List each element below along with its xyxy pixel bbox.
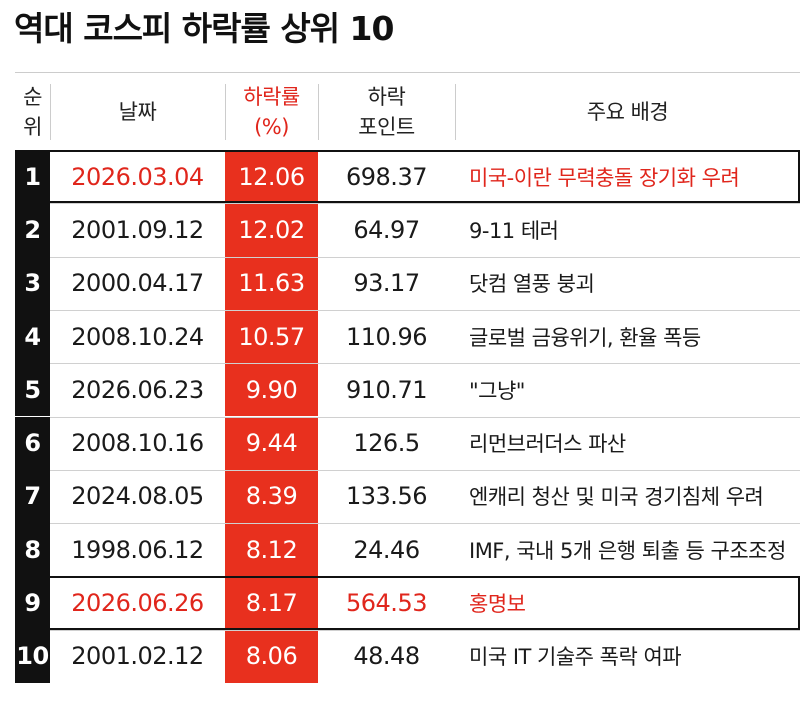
rank-cell: 5: [15, 363, 50, 417]
date-cell: 2000.04.17: [71, 269, 204, 298]
rate-cell: 12.02: [225, 203, 318, 257]
row-rule: [50, 469, 800, 471]
rank-cell: 2: [15, 203, 50, 257]
header-text: 날짜: [118, 100, 157, 124]
row-rule: [50, 416, 800, 418]
rank-cell: 3: [15, 256, 50, 310]
header-cell: 주요 배경: [455, 76, 800, 148]
header-cell: 하락률 (%): [225, 76, 318, 148]
rank-cell: 4: [15, 309, 50, 364]
points-cell: 564.53: [346, 589, 427, 618]
rate-cell: 8.39: [225, 469, 318, 524]
points-cell: 698.37: [346, 162, 427, 191]
title: 역대 코스피 하락률 상위 10: [14, 9, 394, 48]
date-cell: 2008.10.16: [71, 429, 204, 458]
header-divider: [50, 84, 51, 140]
rate-cell: 10.57: [225, 309, 318, 364]
rate-cell: 12.06: [225, 150, 318, 204]
row-rule: [50, 363, 800, 365]
reason-cell: 미국-이란 무력충돌 장기화 우려: [469, 165, 740, 190]
header-text: 주요 배경: [586, 100, 669, 124]
date-cell: 2026.03.04: [71, 162, 204, 191]
points-cell: 910.71: [346, 375, 427, 404]
rate-cell: 8.12: [225, 523, 318, 577]
rank-cell: 7: [15, 469, 50, 524]
date-cell: 2026.06.26: [71, 589, 204, 618]
rate-cell: 9.90: [225, 363, 318, 417]
date-cell: 1998.06.12: [71, 535, 204, 564]
points-cell: 48.48: [353, 642, 420, 671]
rate-cell: 8.17: [225, 576, 318, 630]
date-cell: 2001.09.12: [71, 215, 204, 244]
header-divider: [318, 84, 319, 140]
reason-cell: 글로벌 금융위기, 환율 폭등: [469, 325, 701, 350]
rank-cell: 10: [15, 629, 50, 683]
header-text: (%): [254, 115, 289, 139]
reason-cell: 닷컴 열풍 붕괴: [469, 272, 595, 297]
row-rule: [50, 256, 800, 258]
points-cell: 110.96: [346, 322, 427, 351]
reason-cell: 리먼브러더스 파산: [469, 432, 626, 457]
highlight-box: [15, 576, 800, 630]
header-cell: 날짜: [50, 76, 225, 148]
highlight-box: [15, 150, 800, 204]
points-cell: 24.46: [353, 535, 420, 564]
date-cell: 2008.10.24: [71, 322, 204, 351]
reason-cell: IMF, 국내 5개 은행 퇴출 등 구조조정: [469, 538, 786, 563]
rate-cell: 8.06: [225, 629, 318, 683]
points-cell: 133.56: [346, 482, 427, 511]
header-rule: [15, 72, 800, 73]
date-cell: 2026.06.23: [71, 375, 204, 404]
reason-cell: 엔캐리 청산 및 미국 경기침체 우려: [469, 485, 764, 510]
header-text: 포인트: [358, 115, 415, 139]
row-rule: [50, 203, 800, 205]
rank-cell: 6: [15, 416, 50, 470]
reason-cell: 미국 IT 기술주 폭락 여파: [469, 645, 682, 670]
rate-cell: 11.63: [225, 256, 318, 310]
header-divider: [225, 84, 226, 140]
reason-cell: 홍명보: [469, 592, 526, 617]
header-text: 위: [23, 115, 42, 139]
row-rule: [50, 629, 800, 631]
points-cell: 64.97: [353, 215, 420, 244]
row-rule: [50, 309, 800, 311]
date-cell: 2001.02.12: [71, 642, 204, 671]
rank-cell: 9: [15, 576, 50, 630]
rate-cell: 9.44: [225, 416, 318, 470]
header-divider: [455, 84, 456, 140]
rank-cell: 1: [15, 150, 50, 204]
reason-cell: 9-11 테러: [469, 218, 559, 243]
header-text: 하락률: [243, 85, 300, 109]
points-cell: 93.17: [353, 269, 420, 298]
header-text: 하락: [367, 85, 406, 109]
rank-cell: 8: [15, 523, 50, 577]
row-rule: [50, 523, 800, 525]
reason-cell: "그냥": [469, 378, 525, 403]
header-text: 순: [23, 85, 42, 109]
points-cell: 126.5: [353, 429, 420, 458]
date-cell: 2024.08.05: [71, 482, 204, 511]
